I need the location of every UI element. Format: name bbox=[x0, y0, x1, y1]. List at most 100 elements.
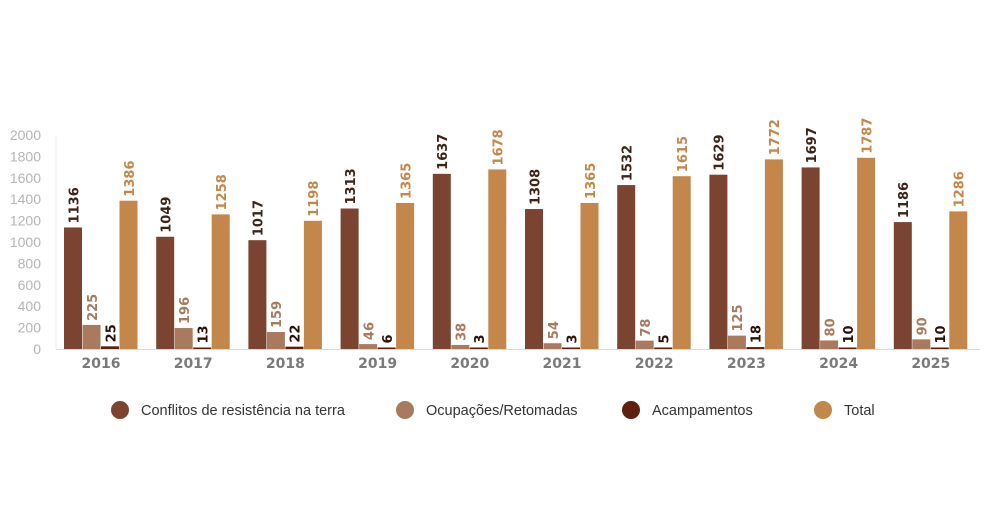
data-label: 1532 bbox=[620, 145, 635, 181]
data-label: 78 bbox=[639, 319, 654, 337]
data-label: 46 bbox=[362, 322, 377, 340]
legend-marker-1 bbox=[396, 401, 414, 419]
bar-2-2023 bbox=[746, 347, 765, 349]
data-label: 196 bbox=[178, 297, 193, 324]
y-tick-label: 800 bbox=[18, 255, 42, 271]
legend-marker-3 bbox=[814, 401, 832, 419]
bar-1-2019 bbox=[359, 344, 378, 349]
bar-2-2025 bbox=[930, 347, 949, 349]
x-tick-label: 2020 bbox=[450, 356, 489, 372]
x-tick-label: 2019 bbox=[358, 356, 397, 372]
bar-2-2022 bbox=[654, 347, 673, 349]
bar-1-2024 bbox=[820, 340, 839, 349]
bar-1-2025 bbox=[912, 339, 931, 349]
data-label: 1313 bbox=[344, 168, 359, 204]
legend-marker-2 bbox=[622, 401, 640, 419]
bar-3-2020 bbox=[488, 169, 507, 349]
bar-0-2025 bbox=[893, 222, 912, 349]
data-label: 1365 bbox=[399, 163, 414, 199]
bar-3-2024 bbox=[857, 157, 876, 349]
data-label: 3 bbox=[565, 334, 580, 343]
bar-2-2019 bbox=[377, 347, 396, 349]
x-tick-label: 2024 bbox=[819, 356, 858, 372]
legend-label: Conflitos de resistência na terra bbox=[141, 403, 346, 419]
data-label: 13 bbox=[196, 325, 211, 343]
bar-1-2020 bbox=[451, 344, 470, 349]
data-label: 159 bbox=[270, 301, 285, 328]
data-label: 1386 bbox=[123, 161, 138, 197]
data-label: 1787 bbox=[860, 118, 875, 154]
bar-2-2018 bbox=[285, 346, 304, 349]
bar-2-2021 bbox=[562, 347, 580, 349]
y-tick-label: 0 bbox=[33, 341, 41, 357]
data-label: 18 bbox=[750, 325, 765, 343]
data-label: 1258 bbox=[215, 174, 230, 210]
bar-2-2016 bbox=[101, 346, 119, 349]
legend-label: Acampamentos bbox=[652, 403, 753, 419]
x-tick-label: 2021 bbox=[543, 356, 582, 372]
bar-0-2016 bbox=[64, 227, 82, 349]
data-label: 1629 bbox=[713, 135, 728, 171]
y-tick-label: 1800 bbox=[10, 148, 41, 164]
data-label: 1186 bbox=[897, 182, 912, 218]
data-label: 22 bbox=[289, 325, 304, 343]
bar-2-2024 bbox=[838, 347, 857, 349]
data-label: 10 bbox=[842, 325, 857, 343]
bar-0-2017 bbox=[156, 236, 175, 349]
x-tick-label: 2018 bbox=[266, 356, 305, 372]
bar-3-2023 bbox=[764, 159, 783, 349]
data-label: 125 bbox=[731, 304, 746, 331]
bar-1-2022 bbox=[635, 340, 654, 349]
y-tick-label: 1400 bbox=[10, 191, 41, 207]
bar-3-2022 bbox=[672, 176, 691, 349]
legend-marker-0 bbox=[111, 401, 129, 419]
data-label: 5 bbox=[657, 334, 672, 343]
bar-1-2016 bbox=[82, 324, 101, 349]
x-tick-label: 2025 bbox=[911, 356, 950, 372]
data-label: 1308 bbox=[528, 169, 543, 205]
x-tick-label: 2022 bbox=[635, 356, 674, 372]
x-tick-label: 2023 bbox=[727, 356, 766, 372]
y-tick-label: 2000 bbox=[10, 127, 41, 143]
bar-3-2017 bbox=[211, 214, 230, 349]
bar-1-2023 bbox=[727, 335, 746, 349]
bar-0-2019 bbox=[340, 208, 359, 349]
data-label: 1198 bbox=[307, 181, 322, 217]
bar-0-2020 bbox=[432, 173, 451, 349]
bar-3-2021 bbox=[580, 202, 599, 349]
bar-1-2021 bbox=[543, 343, 562, 349]
data-label: 1049 bbox=[159, 197, 174, 233]
data-label: 1772 bbox=[768, 119, 783, 155]
y-tick-label: 1200 bbox=[10, 213, 41, 229]
data-label: 1365 bbox=[584, 163, 599, 199]
x-tick-label: 2017 bbox=[174, 356, 213, 372]
data-label: 1286 bbox=[953, 171, 968, 207]
bar-1-2018 bbox=[266, 331, 285, 349]
bar-2-2020 bbox=[469, 347, 488, 349]
data-label: 6 bbox=[381, 334, 396, 343]
y-tick-label: 1000 bbox=[10, 234, 41, 250]
legend-label: Ocupações/Retomadas bbox=[426, 403, 578, 419]
bar-3-2019 bbox=[396, 202, 415, 349]
data-label: 38 bbox=[455, 323, 470, 341]
legend-label: Total bbox=[844, 403, 875, 419]
bar-0-2018 bbox=[248, 240, 267, 349]
bar-2-2017 bbox=[193, 347, 212, 349]
y-tick-label: 400 bbox=[18, 298, 42, 314]
bar-3-2025 bbox=[949, 211, 968, 349]
data-label: 10 bbox=[934, 325, 949, 343]
data-label: 3 bbox=[473, 334, 488, 343]
data-label: 80 bbox=[823, 318, 838, 336]
y-tick-label: 1600 bbox=[10, 170, 41, 186]
y-tick-label: 200 bbox=[18, 320, 42, 336]
x-tick-label: 2016 bbox=[82, 356, 121, 372]
data-label: 1017 bbox=[252, 200, 267, 236]
bar-1-2017 bbox=[174, 328, 193, 349]
data-label: 90 bbox=[916, 317, 931, 335]
bar-0-2022 bbox=[617, 185, 636, 349]
bar-0-2024 bbox=[801, 167, 820, 349]
bar-0-2021 bbox=[525, 209, 543, 349]
data-label: 1615 bbox=[676, 136, 691, 172]
data-label: 1678 bbox=[492, 129, 507, 165]
